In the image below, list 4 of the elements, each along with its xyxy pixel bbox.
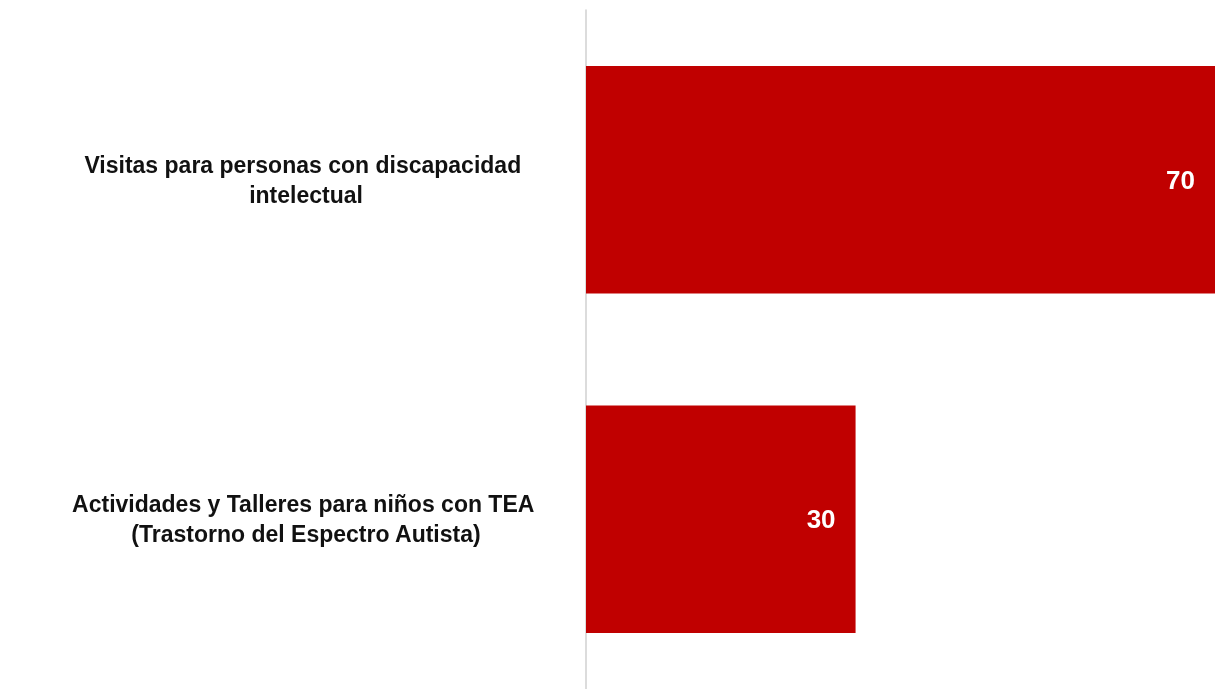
y-tick-label: Visitas para personas con discapacidad intelectual — [84, 151, 528, 208]
data-label: 70 — [1166, 164, 1195, 195]
data-label: 30 — [806, 504, 836, 535]
y-tick-label: Actividades y Talleres para niños con TEA (Trastorno del Espectro Autista) — [72, 491, 540, 548]
